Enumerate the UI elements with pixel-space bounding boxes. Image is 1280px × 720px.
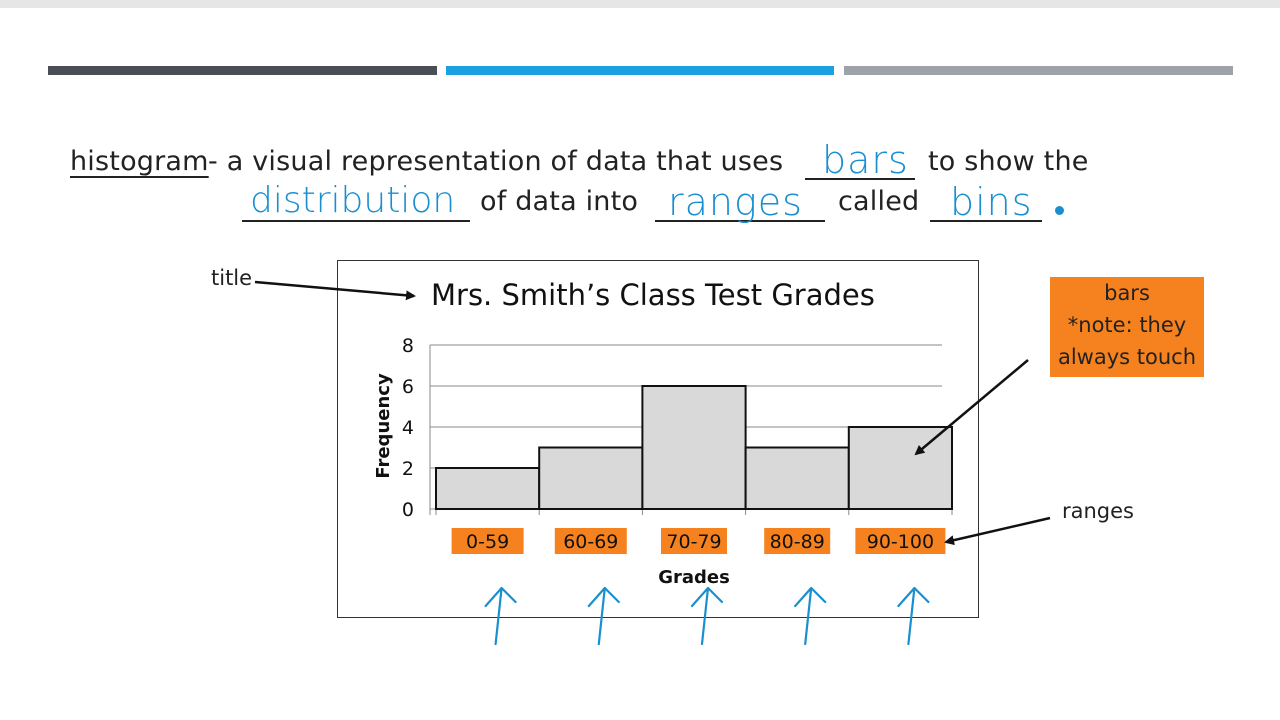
range-label-highlight bbox=[451, 528, 524, 554]
ranges-annotation: ranges bbox=[1062, 499, 1135, 523]
definition-line2-after: called bbox=[838, 186, 920, 217]
answer-bars: bars bbox=[822, 138, 909, 182]
y-axis-label: Frequency bbox=[373, 373, 394, 479]
definition-line1-text: - a visual representation of data that u… bbox=[208, 146, 784, 177]
blank-3 bbox=[655, 220, 825, 222]
title-annotation: title bbox=[211, 266, 253, 290]
bars-arrow bbox=[914, 359, 1029, 456]
answer-bins: bins bbox=[950, 180, 1033, 224]
x-tick-label: 90-100 bbox=[867, 531, 934, 553]
range-label-highlight bbox=[764, 528, 831, 554]
y-tick-label: 8 bbox=[402, 335, 414, 357]
blank-2 bbox=[242, 220, 470, 222]
bin-arrow bbox=[897, 586, 930, 646]
bars-note-line-3: always touch bbox=[1057, 345, 1197, 369]
bin-arrow bbox=[484, 586, 517, 646]
bars-note-line-2: *note: they bbox=[1067, 313, 1187, 337]
histogram-bar bbox=[847, 426, 953, 510]
x-tick-label: 70-79 bbox=[666, 531, 721, 553]
x-tick-label: 80-89 bbox=[770, 531, 825, 553]
definition-line2-mid: of data into bbox=[480, 186, 639, 217]
range-label-highlight bbox=[661, 528, 727, 554]
answer-ranges: ranges bbox=[668, 180, 803, 224]
histogram-bar bbox=[744, 446, 850, 510]
term-histogram: histogram bbox=[70, 146, 209, 177]
header-stripe-blue bbox=[446, 66, 834, 75]
header-stripe-dark bbox=[48, 66, 437, 75]
range-label-highlight bbox=[554, 528, 627, 554]
y-tick-label: 2 bbox=[402, 458, 414, 480]
y-tick-label: 0 bbox=[402, 499, 414, 521]
x-tick-label: 0-59 bbox=[466, 531, 509, 553]
definition-line1-after: to show the bbox=[928, 146, 1089, 177]
y-tick-labels: 0 2 4 6 8 bbox=[402, 335, 414, 521]
x-axis-label: Grades bbox=[658, 567, 730, 588]
header-stripe-gray bbox=[844, 66, 1233, 75]
bin-arrow bbox=[690, 586, 724, 646]
histogram-bar bbox=[538, 446, 644, 510]
bars-note-highlight: bars *note: they always touch bbox=[1050, 277, 1204, 377]
x-tick-label: 60-69 bbox=[563, 531, 618, 553]
range-label-highlight bbox=[855, 528, 946, 554]
chart-title: Mrs. Smith’s Class Test Grades bbox=[431, 278, 875, 312]
title-arrow bbox=[254, 280, 416, 301]
answer-distribution: distribution bbox=[250, 180, 456, 221]
blank-4 bbox=[930, 220, 1042, 222]
y-tick-label: 4 bbox=[402, 417, 414, 439]
histogram-bar bbox=[435, 467, 541, 510]
bin-arrow bbox=[587, 586, 620, 646]
bars-note-line-1: bars bbox=[1104, 281, 1150, 305]
period-dot bbox=[1055, 206, 1064, 215]
histogram-bars bbox=[435, 385, 953, 510]
x-tick-labels: 0-59 60-69 70-79 80-89 90-100 bbox=[451, 528, 946, 554]
bin-arrows bbox=[484, 586, 930, 646]
ranges-arrow bbox=[944, 516, 1051, 546]
histogram-bar bbox=[641, 385, 747, 510]
y-tick-label: 6 bbox=[402, 376, 414, 398]
blank-1 bbox=[805, 178, 915, 180]
bin-arrow bbox=[794, 586, 827, 646]
